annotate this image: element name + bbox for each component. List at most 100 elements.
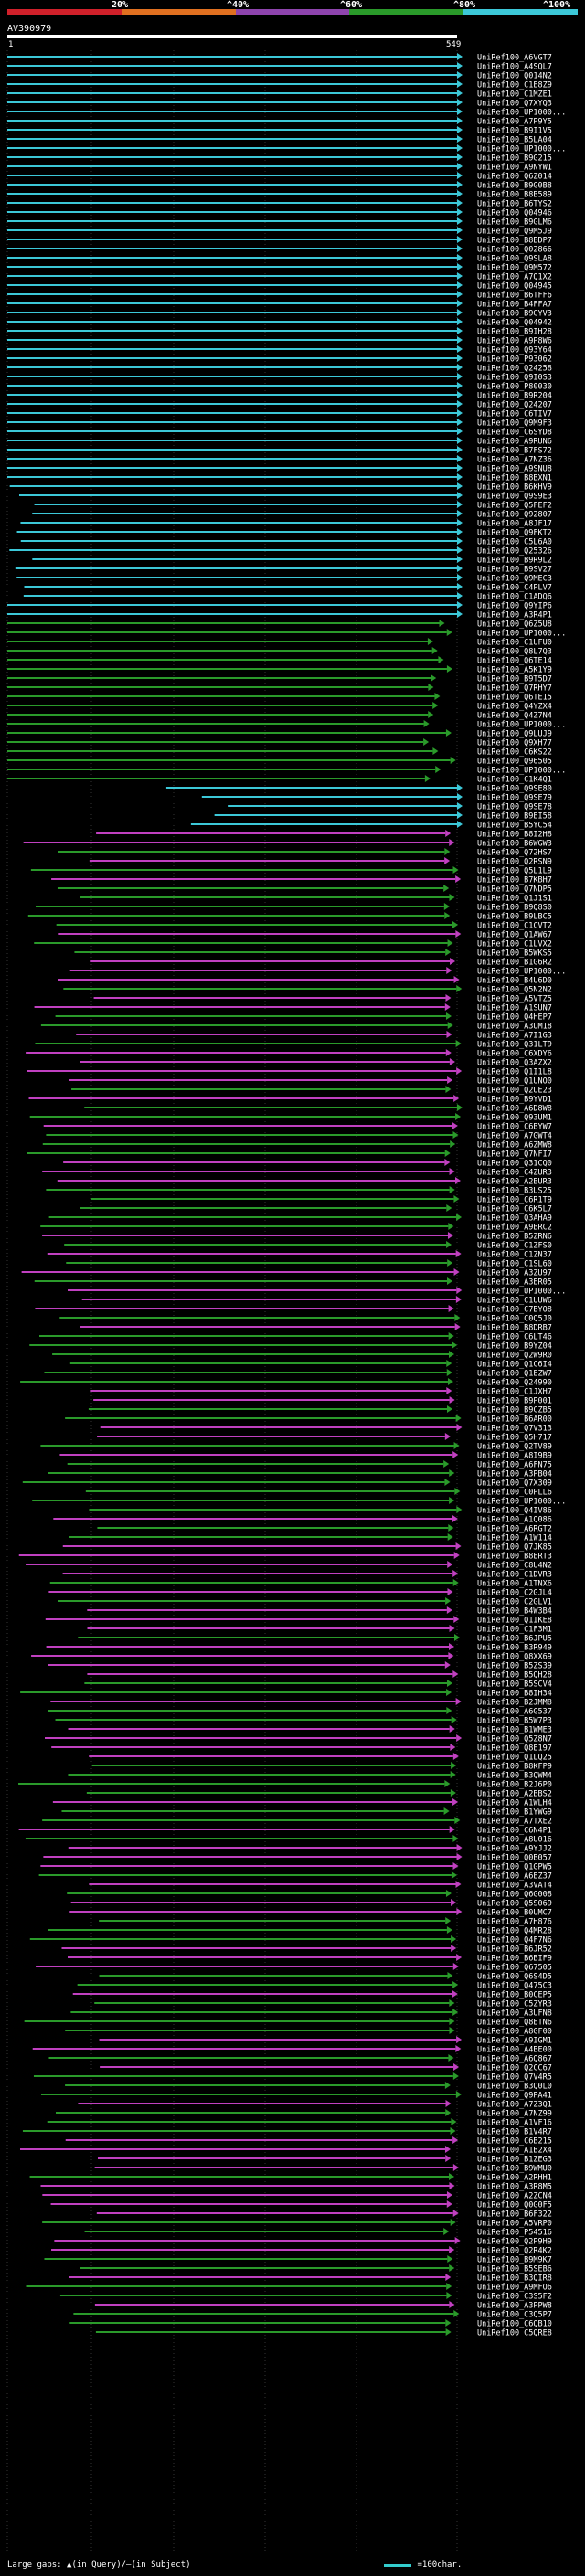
hit-row[interactable]: UniRef100_B9P001	[93, 1396, 552, 1406]
hit-row[interactable]: UniRef100_Q4YZX4	[7, 702, 552, 712]
hit-row[interactable]: UniRef100_Q1C6I4	[69, 1360, 552, 1370]
hit-row[interactable]: UniRef100_B5SCV4	[84, 1680, 552, 1690]
hit-row[interactable]: UniRef100_Q9SE80	[165, 784, 552, 794]
hit-row[interactable]: UniRef100_Q9LUJ9	[7, 729, 552, 739]
hit-row[interactable]: UniRef100_B6TFF6	[7, 291, 552, 301]
hit-row[interactable]: UniRef100_B6JPU5	[78, 1634, 552, 1644]
hit-row[interactable]: UniRef100_Q5S069	[70, 1899, 552, 1909]
hit-row[interactable]: UniRef100_B5QH28	[87, 1670, 552, 1680]
hit-row[interactable]: UniRef100_UP1000...	[7, 720, 566, 730]
hit-row[interactable]: UniRef100_C0Q5J0	[59, 1314, 552, 1324]
hit-row[interactable]: UniRef100_A3UM18	[40, 1022, 552, 1032]
hit-row[interactable]: UniRef100_Q02866	[7, 245, 552, 255]
hit-row[interactable]: UniRef100_Q9S9E3	[18, 492, 552, 502]
hit-row[interactable]: UniRef100_Q9FKT2	[16, 528, 552, 538]
hit-row[interactable]: UniRef100_Q9MEC3	[16, 574, 552, 584]
hit-row[interactable]: UniRef100_C3Q5P7	[73, 2310, 552, 2320]
hit-row[interactable]: UniRef100_Q7XYQ3	[7, 99, 552, 109]
hit-row[interactable]: UniRef100_A7NZ99	[55, 2109, 552, 2119]
hit-row[interactable]: UniRef100_B9CZB5	[88, 1405, 552, 1415]
hit-row[interactable]: UniRef100_Q7RHY7	[7, 684, 552, 694]
hit-row[interactable]: UniRef100_Q1IKE8	[45, 1616, 552, 1626]
hit-row[interactable]: UniRef100_A7GWT4	[46, 1131, 552, 1141]
hit-row[interactable]: UniRef100_B9YVD1	[28, 1095, 552, 1105]
hit-row[interactable]: UniRef100_B7FS72	[7, 446, 552, 456]
hit-row[interactable]: UniRef100_B1YWG9	[61, 1807, 552, 1818]
hit-row[interactable]: UniRef100_A9IGM1	[99, 2036, 552, 2046]
hit-row[interactable]: UniRef100_A7NZ36	[7, 455, 552, 465]
hit-row[interactable]: UniRef100_Q5Z8N7	[45, 1734, 552, 1744]
hit-row[interactable]: UniRef100_A9MFO6	[26, 2283, 552, 2293]
hit-row[interactable]: UniRef100_A6VGT7	[7, 53, 552, 63]
hit-row[interactable]: UniRef100_A9NYW1	[7, 163, 552, 173]
hit-row[interactable]: UniRef100_Q5FEF2	[34, 501, 552, 511]
hit-row[interactable]: UniRef100_B9R9L2	[32, 556, 552, 566]
hit-row[interactable]: UniRef100_B1WME3	[68, 1725, 552, 1735]
hit-row[interactable]: UniRef100_A7P9Y5	[7, 117, 552, 127]
hit-row[interactable]: UniRef100_A8JF17	[20, 519, 552, 529]
hit-row[interactable]: UniRef100_C1LVX2	[34, 939, 552, 949]
hit-row[interactable]: UniRef100_B9YZ04	[29, 1341, 552, 1352]
hit-row[interactable]: UniRef100_Q6TE14	[7, 656, 552, 666]
hit-row[interactable]: UniRef100_Q6TE15	[7, 693, 552, 703]
hit-row[interactable]: UniRef100_Q9YIP6	[7, 601, 552, 611]
hit-row[interactable]: UniRef100_B3QIR8	[69, 2274, 552, 2284]
hit-row[interactable]: UniRef100_C6KS22	[7, 747, 552, 758]
hit-row[interactable]: UniRef100_A1SUN7	[34, 1003, 552, 1013]
hit-row[interactable]: UniRef100_A5VRP0	[42, 2219, 552, 2229]
hit-row[interactable]: UniRef100_B4W3B4	[87, 1606, 552, 1617]
hit-row[interactable]: UniRef100_Q6Z5U8	[7, 620, 552, 630]
hit-row[interactable]: UniRef100_B7KBH7	[51, 875, 552, 885]
hit-row[interactable]: UniRef100_C6K5L7	[80, 1204, 552, 1214]
hit-row[interactable]: UniRef100_A6EZ37	[38, 1871, 552, 1882]
hit-row[interactable]: UniRef100_UP1000...	[69, 967, 567, 977]
hit-row[interactable]: UniRef100_C2GLV1	[58, 1597, 552, 1607]
hit-row[interactable]: UniRef100_A9SNU8	[7, 464, 552, 474]
hit-row[interactable]: UniRef100_Q1LQ25	[89, 1753, 552, 1763]
hit-row[interactable]: UniRef100_B6KHV9	[9, 482, 552, 493]
hit-row[interactable]: UniRef100_B8ERT3	[18, 1552, 552, 1562]
hit-row[interactable]: UniRef100_Q2CC67	[100, 2063, 552, 2073]
hit-row[interactable]: UniRef100_B5ZS39	[48, 1661, 552, 1671]
hit-row[interactable]: UniRef100_A9BRC2	[40, 1223, 552, 1233]
hit-row[interactable]: UniRef100_A1WLH4	[52, 1798, 552, 1808]
hit-row[interactable]: UniRef100_A3PPW8	[94, 2301, 552, 2311]
hit-row[interactable]: UniRef100_B6TYS2	[7, 199, 552, 209]
hit-row[interactable]: UniRef100_Q8L7Q3	[7, 647, 552, 657]
hit-row[interactable]: UniRef100_A3R8M5	[40, 2182, 552, 2192]
hit-row[interactable]: UniRef100_A9P8W6	[7, 336, 552, 346]
hit-row[interactable]: UniRef100_A1VF16	[47, 2118, 552, 2128]
hit-row[interactable]: UniRef100_Q9M9F3	[7, 419, 552, 429]
hit-row[interactable]: UniRef100_C1DVR3	[62, 1570, 552, 1580]
hit-row[interactable]: UniRef100_Q3AZX2	[80, 1058, 552, 1068]
hit-row[interactable]: UniRef100_P93062	[7, 355, 552, 365]
hit-row[interactable]: UniRef100_A2BUR3	[57, 1177, 552, 1187]
hit-row[interactable]: UniRef100_A2BBS2	[86, 1789, 552, 1799]
hit-row[interactable]: UniRef100_B8KFP9	[91, 1762, 552, 1772]
hit-row[interactable]: UniRef100_Q0B057	[43, 1853, 552, 1863]
hit-row[interactable]: UniRef100_B1V4R7	[22, 2127, 552, 2137]
hit-row[interactable]: UniRef100_Q4F7N6	[29, 1935, 552, 1945]
hit-row[interactable]: UniRef100_A1TNX6	[49, 1579, 552, 1589]
hit-row[interactable]: UniRef100_B9I1V5	[7, 126, 552, 136]
hit-row[interactable]: UniRef100_C4ZUR3	[42, 1168, 552, 1178]
hit-row[interactable]: UniRef100_C1SL60	[66, 1259, 552, 1269]
hit-row[interactable]: UniRef100_B1G6R2	[90, 958, 552, 968]
hit-row[interactable]: UniRef100_Q1J1S1	[80, 894, 552, 904]
hit-row[interactable]: UniRef100_Q014N2	[7, 71, 552, 81]
hit-row[interactable]: UniRef100_Q7X309	[22, 1479, 552, 1489]
hit-row[interactable]: UniRef100_UP1000...	[7, 629, 566, 639]
hit-row[interactable]: UniRef100_C6R1T9	[90, 1195, 552, 1205]
hit-row[interactable]: UniRef100_Q5H717	[97, 1433, 552, 1443]
hit-row[interactable]: UniRef100_Q7NFI7	[27, 1150, 552, 1160]
hit-row[interactable]: UniRef100_Q92807	[32, 510, 552, 520]
hit-row[interactable]: UniRef100_Q4MR28	[48, 1926, 552, 1936]
hit-row[interactable]: UniRef100_Q2P9H9	[54, 2237, 552, 2247]
hit-row[interactable]: UniRef100_B9G215	[7, 154, 552, 164]
hit-row[interactable]: UniRef100_C6SYD8	[7, 428, 552, 438]
hit-row[interactable]: UniRef100_A7TXE2	[42, 1817, 552, 1827]
hit-row[interactable]: UniRef100_Q9SE78	[228, 802, 552, 812]
hit-row[interactable]: UniRef100_A7H876	[99, 1917, 552, 1927]
hit-row[interactable]: UniRef100_B6JR52	[61, 1945, 552, 1955]
hit-row[interactable]: UniRef100_C6XDY6	[26, 1049, 552, 1059]
